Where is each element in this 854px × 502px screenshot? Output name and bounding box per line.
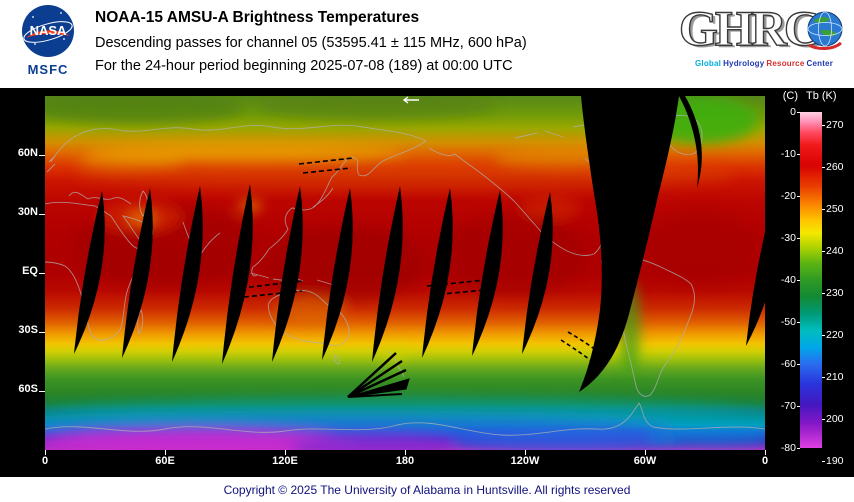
lon-tick-mark <box>404 450 406 455</box>
colorbar-kelvin-tick: 240 <box>826 245 844 258</box>
msfc-label: MSFC <box>27 62 69 77</box>
nasa-logo: NASA MSFC <box>12 3 84 77</box>
subtitle-channel: Descending passes for channel 05 (53595.… <box>95 35 527 51</box>
nasa-stars <box>32 12 65 45</box>
page-title: NOAA-15 AMSU-A Brightness Temperatures <box>95 9 420 26</box>
colorbar-celsius-tick: -50 <box>780 316 796 328</box>
lon-tick-label: 60W <box>633 455 657 467</box>
colorbar <box>800 112 822 448</box>
lat-tick-label: 30S <box>18 324 38 336</box>
colorbar-tick-mark <box>822 208 825 210</box>
colorbar-tick-mark <box>822 418 825 420</box>
lat-tick-label: 60N <box>17 147 38 159</box>
ghrc-tagline-word: Center <box>806 59 834 68</box>
colorbar-celsius-tick: -10 <box>780 148 796 160</box>
ghrc-red-swoosh <box>808 41 842 50</box>
colorbar-tick-mark <box>797 153 800 155</box>
ghrc-tagline: Global Hydrology Resource Center <box>678 59 850 68</box>
lon-tick-label: 0 <box>761 455 769 467</box>
footer: Copyright © 2025 The University of Alaba… <box>0 477 854 502</box>
colorbar-celsius-tick: -80 <box>780 442 796 454</box>
lon-tick-label: 180 <box>395 455 415 467</box>
ghrc-wordmark-shadow: GHRC <box>682 2 820 57</box>
colorbar-kelvin-tick: 210 <box>826 371 844 384</box>
colorbar-celsius-tick: -70 <box>780 400 796 412</box>
colorbar-tick-mark <box>822 124 825 126</box>
lon-tick-mark <box>524 450 526 455</box>
subtitle-period: For the 24-hour period beginning 2025-07… <box>95 58 513 74</box>
colorbar-kelvin-tick: 220 <box>826 329 844 342</box>
lat-tick-mark <box>39 154 45 156</box>
ghrc-wordmark: GHRC <box>679 1 817 56</box>
ghrc-tagline-word: Resource <box>766 59 805 68</box>
colorbar-tick-mark <box>797 363 800 365</box>
lon-tick-mark <box>284 450 286 455</box>
lon-tick-mark <box>764 450 766 455</box>
colorbar-tick-mark <box>822 376 825 378</box>
colorbar-celsius-header: (C) <box>782 90 798 102</box>
colorbar-tick-mark <box>822 292 825 294</box>
lat-tick-label: 60S <box>18 383 38 395</box>
ghrc-tagline-word: Global <box>694 59 722 68</box>
colorbar-kelvin-tick: 270 <box>826 119 844 132</box>
data-gap-swaths <box>74 96 765 392</box>
world-map <box>45 96 765 450</box>
coastlines <box>45 114 765 436</box>
scan-line-artifacts <box>240 157 602 368</box>
lon-tick-mark <box>164 450 166 455</box>
colorbar-tick-mark <box>797 237 800 239</box>
colorbar-tick-mark <box>797 321 800 323</box>
colorbar-tick-mark <box>797 405 800 407</box>
colorbar-kelvin-tick: 250 <box>826 203 844 216</box>
colorbar-tick-mark <box>797 111 800 113</box>
header: NASA MSFC NOAA-15 AMSU-A Brightness Temp… <box>0 0 854 88</box>
lat-tick-mark <box>39 213 45 215</box>
colorbar-tick-mark <box>797 279 800 281</box>
lon-tick-label: 120E <box>272 455 298 467</box>
colorbar-celsius-tick: -20 <box>780 190 796 202</box>
lat-tick-mark <box>39 390 45 392</box>
colorbar-celsius-tick: -60 <box>780 358 796 370</box>
colorbar-tick-mark <box>822 166 825 168</box>
colorbar-celsius-tick: -40 <box>780 274 796 286</box>
colorbar-tick-mark <box>797 195 800 197</box>
colorbar-celsius-tick: -30 <box>780 232 796 244</box>
title-block: NOAA-15 AMSU-A Brightness Temperatures D… <box>95 5 527 81</box>
ghrc-globe-icon <box>807 11 843 50</box>
colorbar-kelvin-tick: 200 <box>826 413 844 426</box>
lat-tick-mark <box>39 331 45 333</box>
lon-tick-label: 60E <box>155 455 175 467</box>
nasa-red-swoosh <box>26 30 70 38</box>
south-pacific-swath-fan <box>347 352 410 399</box>
lat-tick-label: EQ <box>22 265 38 277</box>
nasa-orbit-ellipse <box>23 21 73 43</box>
colorbar-tick-mark <box>822 460 825 462</box>
lon-tick-label: 120W <box>510 455 540 467</box>
colorbar-tick-mark <box>822 334 825 336</box>
colorbar-kelvin-tick: 190 <box>826 455 844 468</box>
lon-tick-label: 0 <box>41 455 49 467</box>
ghrc-logo-graphic: GHRC GHRC <box>678 0 843 58</box>
colorbar-kelvin-tick: 230 <box>826 287 844 300</box>
lon-tick-mark <box>644 450 646 455</box>
copyright-text: Copyright © 2025 The University of Alaba… <box>223 482 631 497</box>
nasa-insignia-icon: NASA <box>22 5 74 57</box>
lat-tick-mark <box>39 272 45 274</box>
colorbar-kelvin-tick: 260 <box>826 161 844 174</box>
lat-tick-label: 30N <box>17 206 38 218</box>
nasa-wordmark: NASA <box>30 23 67 38</box>
ghrc-tagline-word: Hydrology <box>723 59 765 68</box>
scan-direction-arrow-icon <box>402 96 419 104</box>
colorbar-kelvin-header: Tb (K) <box>806 90 837 102</box>
colorbar-celsius-tick: 0 <box>790 106 796 118</box>
colorbar-tick-mark <box>797 447 800 449</box>
ghrc-logo: GHRC GHRC Global Hydrology Resource Center <box>678 0 850 68</box>
lon-tick-mark <box>44 450 46 455</box>
colorbar-tick-mark <box>822 250 825 252</box>
